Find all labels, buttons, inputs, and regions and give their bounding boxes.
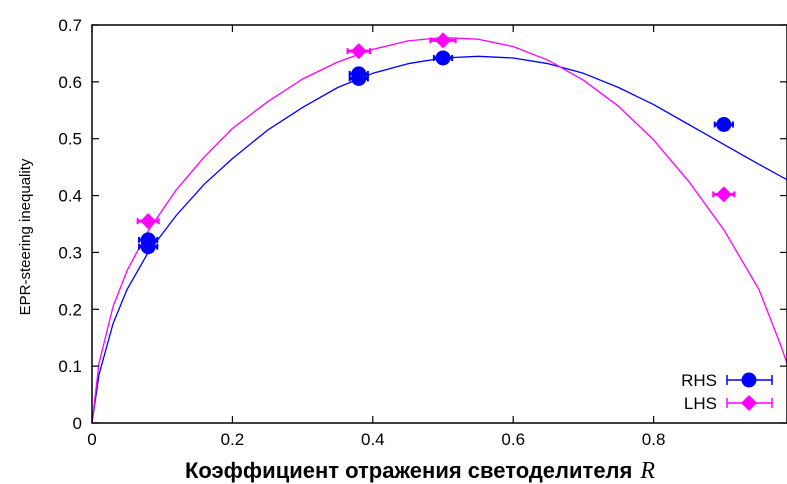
legend-marker — [741, 395, 757, 411]
y-tick-label: 0.3 — [58, 243, 82, 262]
lhs-data-point — [136, 213, 160, 230]
x-axis-label: Коэффициент отражения светоделителя R — [185, 458, 655, 484]
legend-marker — [741, 372, 757, 388]
x-axis-label-text: Коэффициент отражения светоделителя — [185, 458, 632, 483]
rhs-marker — [140, 239, 156, 255]
x-axis-label-variable: R — [639, 458, 655, 484]
lhs-data-point — [429, 32, 457, 49]
data-points — [136, 32, 736, 255]
y-tick-label: 0.2 — [58, 300, 82, 319]
rhs-marker — [716, 117, 732, 132]
x-tick-label: 0 — [87, 430, 96, 449]
axis-ticks: 0 0.2 0.4 0.6 0.8 0 0.1 0.2 0.3 0.4 0.5 0.6 0.7 — [58, 16, 787, 449]
rhs-data-point — [713, 117, 734, 132]
y-tick-label: 0 — [73, 414, 82, 433]
y-tick-label: 0.1 — [58, 357, 82, 376]
lhs-data-point — [346, 43, 371, 60]
lhs-fit-curve — [91, 36, 787, 424]
x-tick-label: 0.4 — [361, 430, 385, 449]
x-tick-label: 0.2 — [221, 430, 245, 449]
legend: RHS LHS — [681, 371, 773, 413]
legend-label: LHS — [684, 394, 717, 413]
plot-frame — [91, 24, 787, 424]
rhs-marker — [435, 50, 451, 66]
y-tick-label: 0.7 — [58, 16, 82, 35]
rhs-data-point — [432, 50, 454, 66]
rhs-marker — [351, 70, 367, 86]
rhs-data-point — [138, 239, 159, 255]
rhs-fit-curve — [91, 55, 787, 424]
legend-entry-lhs: LHS — [684, 394, 773, 413]
y-tick-label: 0.4 — [58, 187, 82, 206]
x-tick-label: 0.8 — [642, 430, 666, 449]
lhs-marker — [715, 186, 732, 203]
x-tick-label: 0.6 — [501, 430, 525, 449]
legend-entry-rhs: RHS — [681, 371, 773, 390]
lhs-marker — [435, 32, 452, 49]
legend-label: RHS — [681, 371, 717, 390]
rhs-data-point — [348, 70, 369, 86]
y-axis-label: EPR-steering inequality — [17, 158, 34, 315]
lhs-data-point — [712, 186, 736, 203]
y-tick-label: 0.6 — [58, 73, 82, 92]
y-tick-label: 0.5 — [58, 130, 82, 149]
lhs-marker — [140, 213, 157, 230]
lhs-marker — [350, 43, 367, 60]
fit-curves — [91, 36, 787, 424]
